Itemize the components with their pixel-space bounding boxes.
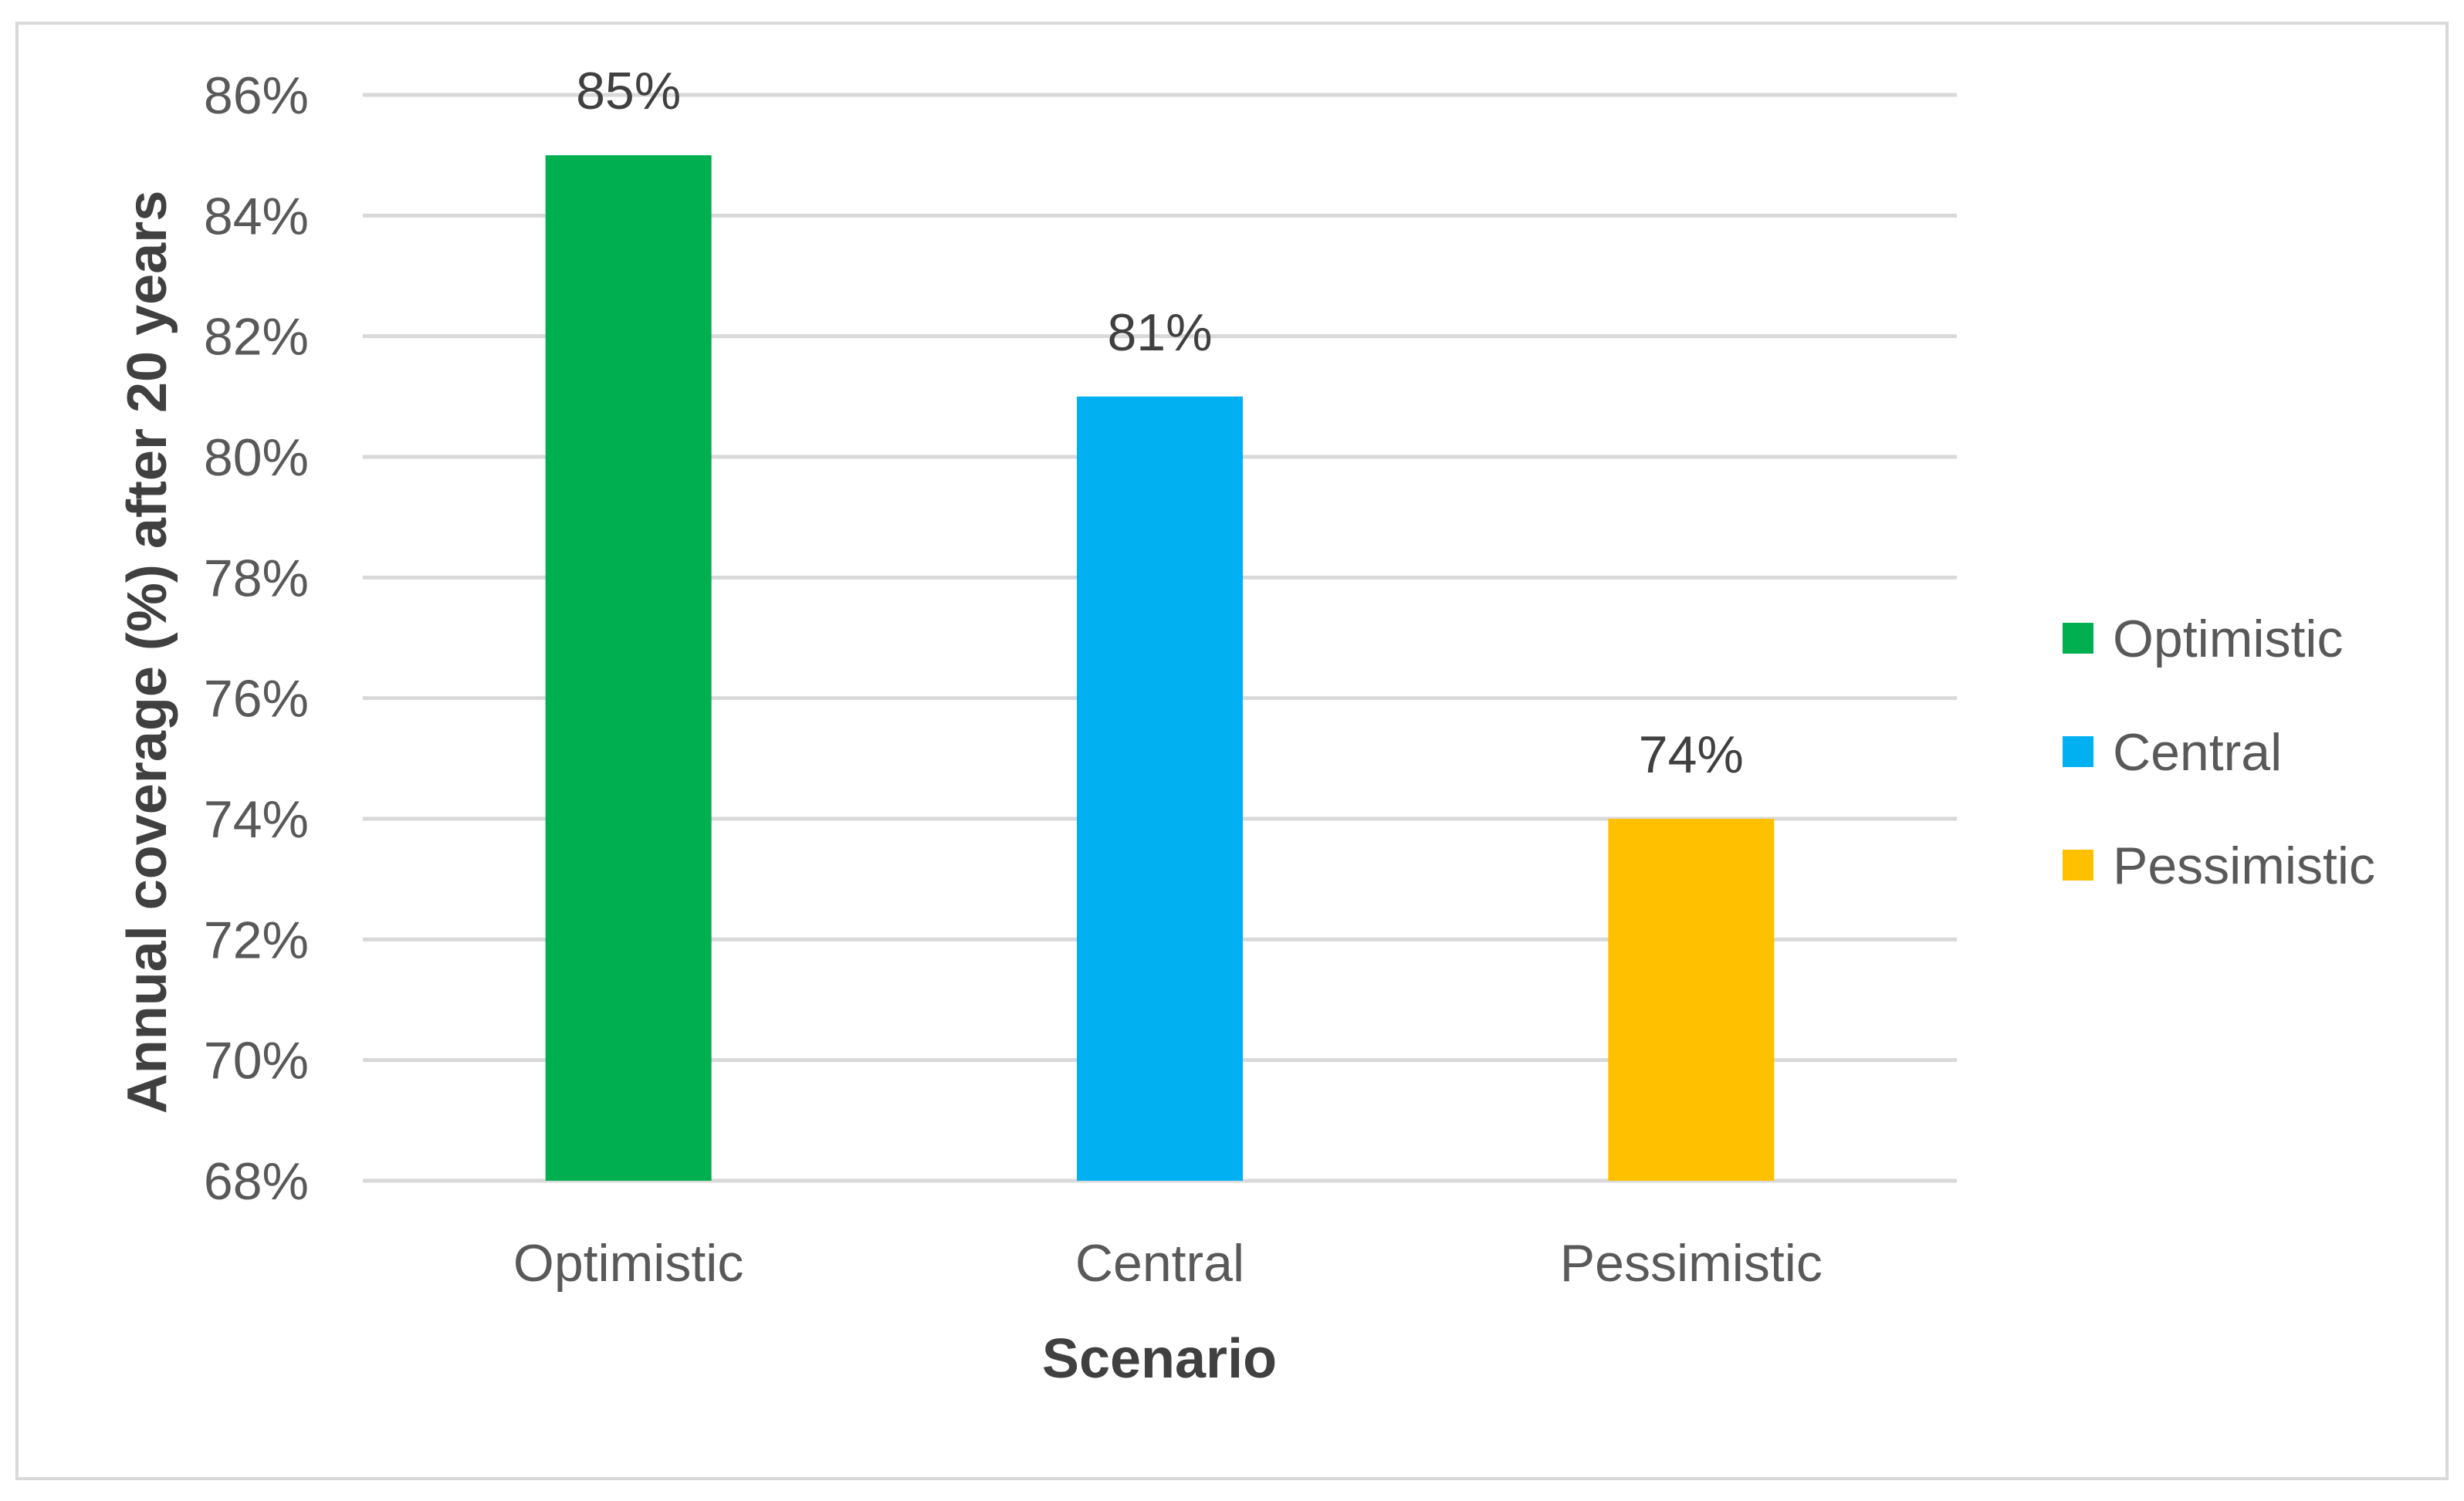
- data-label-pessimistic: 74%: [1639, 725, 1744, 784]
- x-axis-ticks: Optimistic Central Pessimistic: [513, 1234, 1823, 1293]
- y-axis-ticks: 68% 70% 72% 74% 76% 78% 80% 82% 84% 86%: [204, 66, 309, 1211]
- legend-label-pessimistic: Pessimistic: [2113, 837, 2375, 895]
- y-tick-label: 70%: [204, 1032, 309, 1090]
- legend-label-central: Central: [2113, 723, 2282, 782]
- x-tick-label: Central: [1075, 1234, 1244, 1293]
- y-tick-label: 82%: [204, 308, 309, 367]
- x-axis-title: Scenario: [1042, 1328, 1277, 1390]
- y-tick-label: 78%: [204, 549, 309, 607]
- y-tick-label: 84%: [204, 187, 309, 245]
- bar-pessimistic: [1608, 819, 1775, 1181]
- y-tick-label: 76%: [204, 670, 309, 729]
- y-axis-title: Annual coverage (%) after 20 years: [117, 191, 178, 1114]
- x-tick-label: Pessimistic: [1560, 1234, 1823, 1293]
- y-tick-label: 74%: [204, 790, 309, 849]
- bar-optimistic: [545, 155, 712, 1182]
- y-tick-label: 86%: [204, 66, 309, 125]
- legend-label-optimistic: Optimistic: [2113, 610, 2343, 668]
- legend: Optimistic Central Pessimistic: [2063, 610, 2375, 895]
- data-labels: 85% 81% 74%: [576, 62, 1744, 784]
- bars: [545, 155, 1775, 1182]
- legend-swatch-optimistic: [2063, 623, 2093, 654]
- y-tick-label: 68%: [204, 1152, 309, 1211]
- data-label-optimistic: 85%: [576, 62, 681, 120]
- data-label-central: 81%: [1107, 303, 1212, 362]
- legend-swatch-central: [2063, 736, 2093, 767]
- legend-swatch-pessimistic: [2063, 850, 2093, 881]
- bar-central: [1077, 396, 1243, 1181]
- y-tick-label: 72%: [204, 911, 309, 969]
- x-tick-label: Optimistic: [513, 1234, 743, 1293]
- y-tick-label: 80%: [204, 428, 309, 487]
